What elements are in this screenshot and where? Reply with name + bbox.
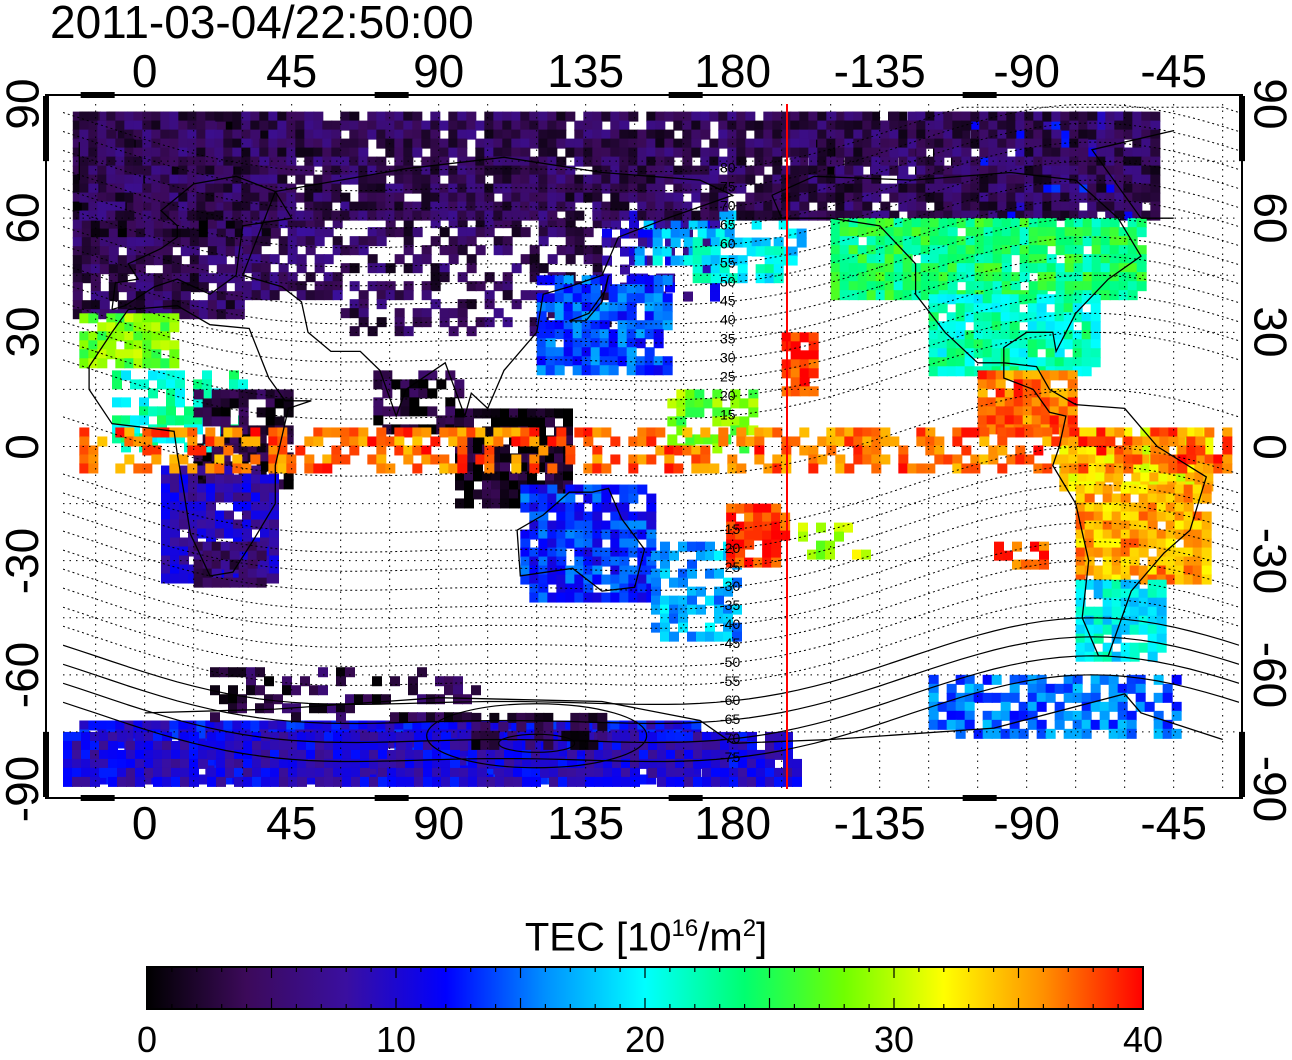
colorbar-title: TEC [1016/m2] <box>0 904 1292 962</box>
magnetic-latitude-label: 70 <box>720 197 736 213</box>
tec-region <box>79 112 1160 221</box>
tec-region <box>79 313 179 368</box>
tec-region <box>1076 485 1212 585</box>
magnetic-latitude-label: 55 <box>720 254 736 270</box>
magnetic-latitude-label: -70 <box>720 730 740 746</box>
magnetic-latitude-label: 50 <box>720 273 736 289</box>
tec-data-layer <box>63 112 1232 787</box>
magnetic-latitude-label: 60 <box>720 235 736 251</box>
magnetic-latitude-label: 40 <box>720 312 736 328</box>
magnetic-latitude-label: 80 <box>720 159 736 175</box>
magnetic-latitude-label: -15 <box>720 521 740 537</box>
colorbar-tick-label: 30 <box>874 1020 914 1060</box>
colorbar-tick-label: 40 <box>1123 1020 1163 1060</box>
magnetic-latitude-label: 30 <box>720 350 736 366</box>
magnetic-latitude-label: 75 <box>720 178 736 194</box>
magnetic-latitude-label: -40 <box>720 616 740 632</box>
magnetic-latitude-label: 25 <box>720 369 736 385</box>
magnetic-latitude-label: -45 <box>720 635 740 651</box>
magnetic-latitude-label: -55 <box>720 673 740 689</box>
tec-region <box>978 370 1078 434</box>
magnetic-latitude-label: -60 <box>720 692 740 708</box>
tec-region <box>243 218 343 300</box>
tec-region <box>210 667 481 722</box>
tec-region <box>929 675 1182 739</box>
magnetic-latitude-label: -65 <box>720 711 740 727</box>
magnetic-latitude-label: -30 <box>720 578 740 594</box>
colorbar <box>146 966 1146 1012</box>
colorbar-tick-label: 20 <box>625 1020 665 1060</box>
magnetic-latitude-label: 45 <box>720 293 736 309</box>
magnetic-latitude-label: -25 <box>720 559 740 575</box>
magnetic-latitude-label: -35 <box>720 597 740 613</box>
magnetic-latitude-label: 65 <box>720 216 736 232</box>
magnetic-latitude-label: 35 <box>720 331 736 347</box>
colorbar-tick-label: 0 <box>137 1020 157 1060</box>
magnetic-latitude-label: -20 <box>720 540 740 556</box>
magnetic-latitude-label: 20 <box>720 388 736 404</box>
magnetic-latitude-label: 15 <box>720 407 736 423</box>
magnetic-latitude-label: -50 <box>720 654 740 670</box>
colorbar-tick-label: 10 <box>376 1020 416 1060</box>
magnetic-latitude-label: -75 <box>720 749 740 765</box>
